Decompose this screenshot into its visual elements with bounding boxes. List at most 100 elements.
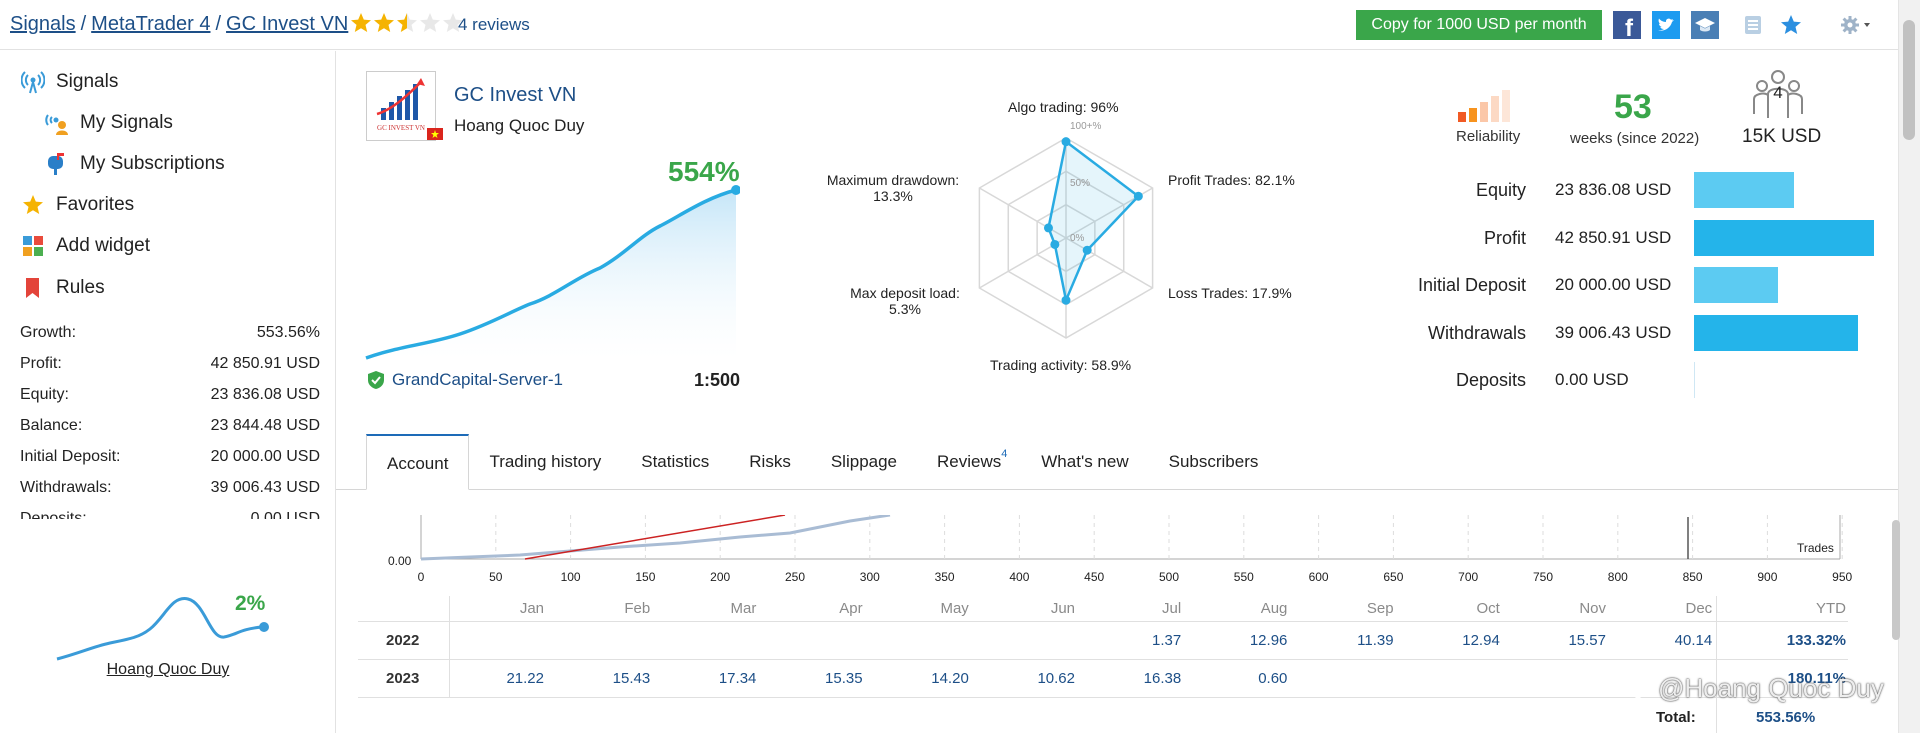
tab-reviews[interactable]: Reviews 4 xyxy=(917,434,1021,490)
sidebar-item-signals[interactable]: Signals xyxy=(20,67,118,97)
breadcrumb-separator: / xyxy=(80,13,87,35)
month-return-cell[interactable]: 14.20 xyxy=(931,670,969,687)
tab-label: Subscribers xyxy=(1168,452,1259,471)
mini-signal-card[interactable]: 2% Hoang Quoc Duy xyxy=(0,521,336,733)
sidebar-item-my-signals[interactable]: My Signals xyxy=(44,108,173,138)
signal-owner[interactable]: Hoang Quoc Duy xyxy=(454,116,585,135)
radar-label-profit: Profit Trades: 82.1% xyxy=(1168,172,1295,188)
sidebar-item-add-widget[interactable]: Add widget xyxy=(20,231,150,261)
tab-risks[interactable]: Risks xyxy=(729,434,811,490)
breadcrumb-signals[interactable]: Signals xyxy=(10,13,76,35)
financial-label: Withdrawals xyxy=(1427,322,1526,343)
month-return-cell[interactable]: 11.39 xyxy=(1357,632,1394,649)
radar-chart: 100+% 50% 0% xyxy=(978,121,1154,339)
tab-subscribers[interactable]: Subscribers xyxy=(1149,434,1279,490)
radar-point xyxy=(1050,239,1060,249)
favorite-star-icon[interactable] xyxy=(1776,10,1806,40)
signal-name[interactable]: GC Invest VN xyxy=(454,84,577,106)
leverage-value: 1:500 xyxy=(694,370,741,390)
rating-star-icon xyxy=(443,13,463,32)
stat-label: Deposits: xyxy=(20,510,87,519)
breadcrumb-metatrader4[interactable]: MetaTrader 4 xyxy=(91,13,211,35)
tab-label: Statistics xyxy=(641,452,710,471)
month-return-cell[interactable]: 0.60 xyxy=(1258,670,1288,687)
trades-x-tick: 450 xyxy=(1084,570,1105,584)
tab-trading-history[interactable]: Trading history xyxy=(469,434,621,490)
month-header: Oct xyxy=(1476,600,1500,617)
financial-row-withdrawals: Withdrawals 39 006.43 USD xyxy=(1360,313,1880,353)
rating-star-icon xyxy=(374,13,394,32)
trades-x-tick: 550 xyxy=(1233,570,1254,584)
stat-label: Profit: xyxy=(20,355,62,372)
trend-line xyxy=(524,515,786,560)
month-header: Sep xyxy=(1366,600,1394,617)
page-scrollbar-thumb[interactable] xyxy=(1903,20,1915,140)
graduation-cap-icon[interactable] xyxy=(1690,10,1720,40)
month-return-cell[interactable]: 1.37 xyxy=(1151,632,1182,649)
month-return-cell[interactable]: 12.94 xyxy=(1462,632,1500,649)
sidebar-item-favorites[interactable]: Favorites xyxy=(20,190,134,220)
logo-text: GC INVEST VN xyxy=(377,124,425,132)
table-divider-vertical xyxy=(449,596,450,698)
table-divider xyxy=(358,697,1848,698)
mini-owner-link[interactable]: Hoang Quoc Duy xyxy=(106,661,230,678)
tab-what-s-new[interactable]: What's new xyxy=(1021,434,1148,490)
top-bar: Signals / MetaTrader 4/GC Invest VN 4 revi… xyxy=(0,0,1898,50)
month-return-cell[interactable]: 40.14 xyxy=(1674,632,1713,649)
trades-x-tick: 600 xyxy=(1308,570,1329,584)
month-return-cell[interactable]: 16.38 xyxy=(1143,670,1182,687)
page-scrollbar[interactable] xyxy=(1898,0,1920,733)
month-return-cell[interactable]: 15.43 xyxy=(612,670,651,687)
trades-x-tick: 300 xyxy=(859,570,880,584)
sidebar-item-my-subscriptions[interactable]: My Subscriptions xyxy=(44,149,225,179)
my-signals-icon xyxy=(44,110,70,136)
financial-value: 23 836.08 USD xyxy=(1555,180,1672,199)
trades-x-tick: 750 xyxy=(1532,570,1554,584)
financial-row-initial-deposit: Initial Deposit 20 000.00 USD xyxy=(1360,265,1880,305)
month-return-cell[interactable]: 12.96 xyxy=(1249,632,1288,649)
financial-value: 20 000.00 USD xyxy=(1555,275,1672,294)
badge-icon[interactable] xyxy=(1738,10,1768,40)
copy-signal-button[interactable]: Copy for 1000 USD per month xyxy=(1356,10,1602,40)
sidebar-item-rules[interactable]: Rules xyxy=(20,273,105,303)
ytd-cell: 180.11% xyxy=(1787,670,1846,687)
reliability-label: Reliability xyxy=(1456,128,1521,145)
weeks-count: 53 xyxy=(1614,88,1652,126)
financial-bar xyxy=(1694,314,1858,351)
month-return-cell[interactable]: 21.22 xyxy=(506,670,544,687)
breadcrumb-current-signal[interactable]: GC Invest VN xyxy=(226,13,349,35)
financial-row-equity: Equity 23 836.08 USD xyxy=(1360,170,1880,210)
table-divider-vertical xyxy=(1716,596,1717,733)
financial-value: 42 850.91 USD xyxy=(1555,227,1672,247)
growth-chart xyxy=(365,185,740,360)
trades-y-label: 0.00 xyxy=(388,554,412,568)
radar-label-activity: Trading activity: 58.9% xyxy=(990,357,1132,373)
breadcrumb: Signals / MetaTrader 4/GC Invest VN xyxy=(10,13,348,36)
year-label: 2022 xyxy=(386,632,420,649)
growth-value: 554% xyxy=(668,156,740,187)
twitter-icon[interactable] xyxy=(1651,10,1681,40)
month-header: Nov xyxy=(1579,600,1606,617)
tab-slippage[interactable]: Slippage xyxy=(811,434,917,490)
server-link[interactable]: GrandCapital-Server-1 xyxy=(366,370,563,390)
rating-star-icon xyxy=(420,13,440,32)
month-header: Jun xyxy=(1050,600,1075,617)
stat-value: 23 836.08 USD xyxy=(210,386,320,403)
stat-label: Equity: xyxy=(20,386,69,403)
tab-statistics[interactable]: Statistics xyxy=(621,434,729,490)
signal-logo: GC INVEST VN xyxy=(366,71,443,141)
gear-icon[interactable] xyxy=(1836,10,1876,40)
month-return-cell[interactable]: 15.57 xyxy=(1568,632,1606,649)
reviews-link[interactable]: 4 reviews xyxy=(458,15,530,34)
content-scrollbar-thumb[interactable] xyxy=(1892,520,1900,640)
trades-x-tick: 0 xyxy=(417,570,425,584)
month-return-cell[interactable]: 15.35 xyxy=(825,670,863,687)
tab-account[interactable]: Account xyxy=(366,434,470,490)
stat-value: 20 000.00 USD xyxy=(210,448,320,465)
radar-point xyxy=(1061,137,1071,147)
month-return-cell[interactable]: 17.34 xyxy=(718,670,757,687)
trades-x-tick: 950 xyxy=(1832,570,1853,584)
facebook-icon[interactable]: f xyxy=(1612,10,1642,40)
weeks-label: weeks (since 2022) xyxy=(1570,130,1700,147)
month-return-cell[interactable]: 10.62 xyxy=(1037,670,1075,687)
